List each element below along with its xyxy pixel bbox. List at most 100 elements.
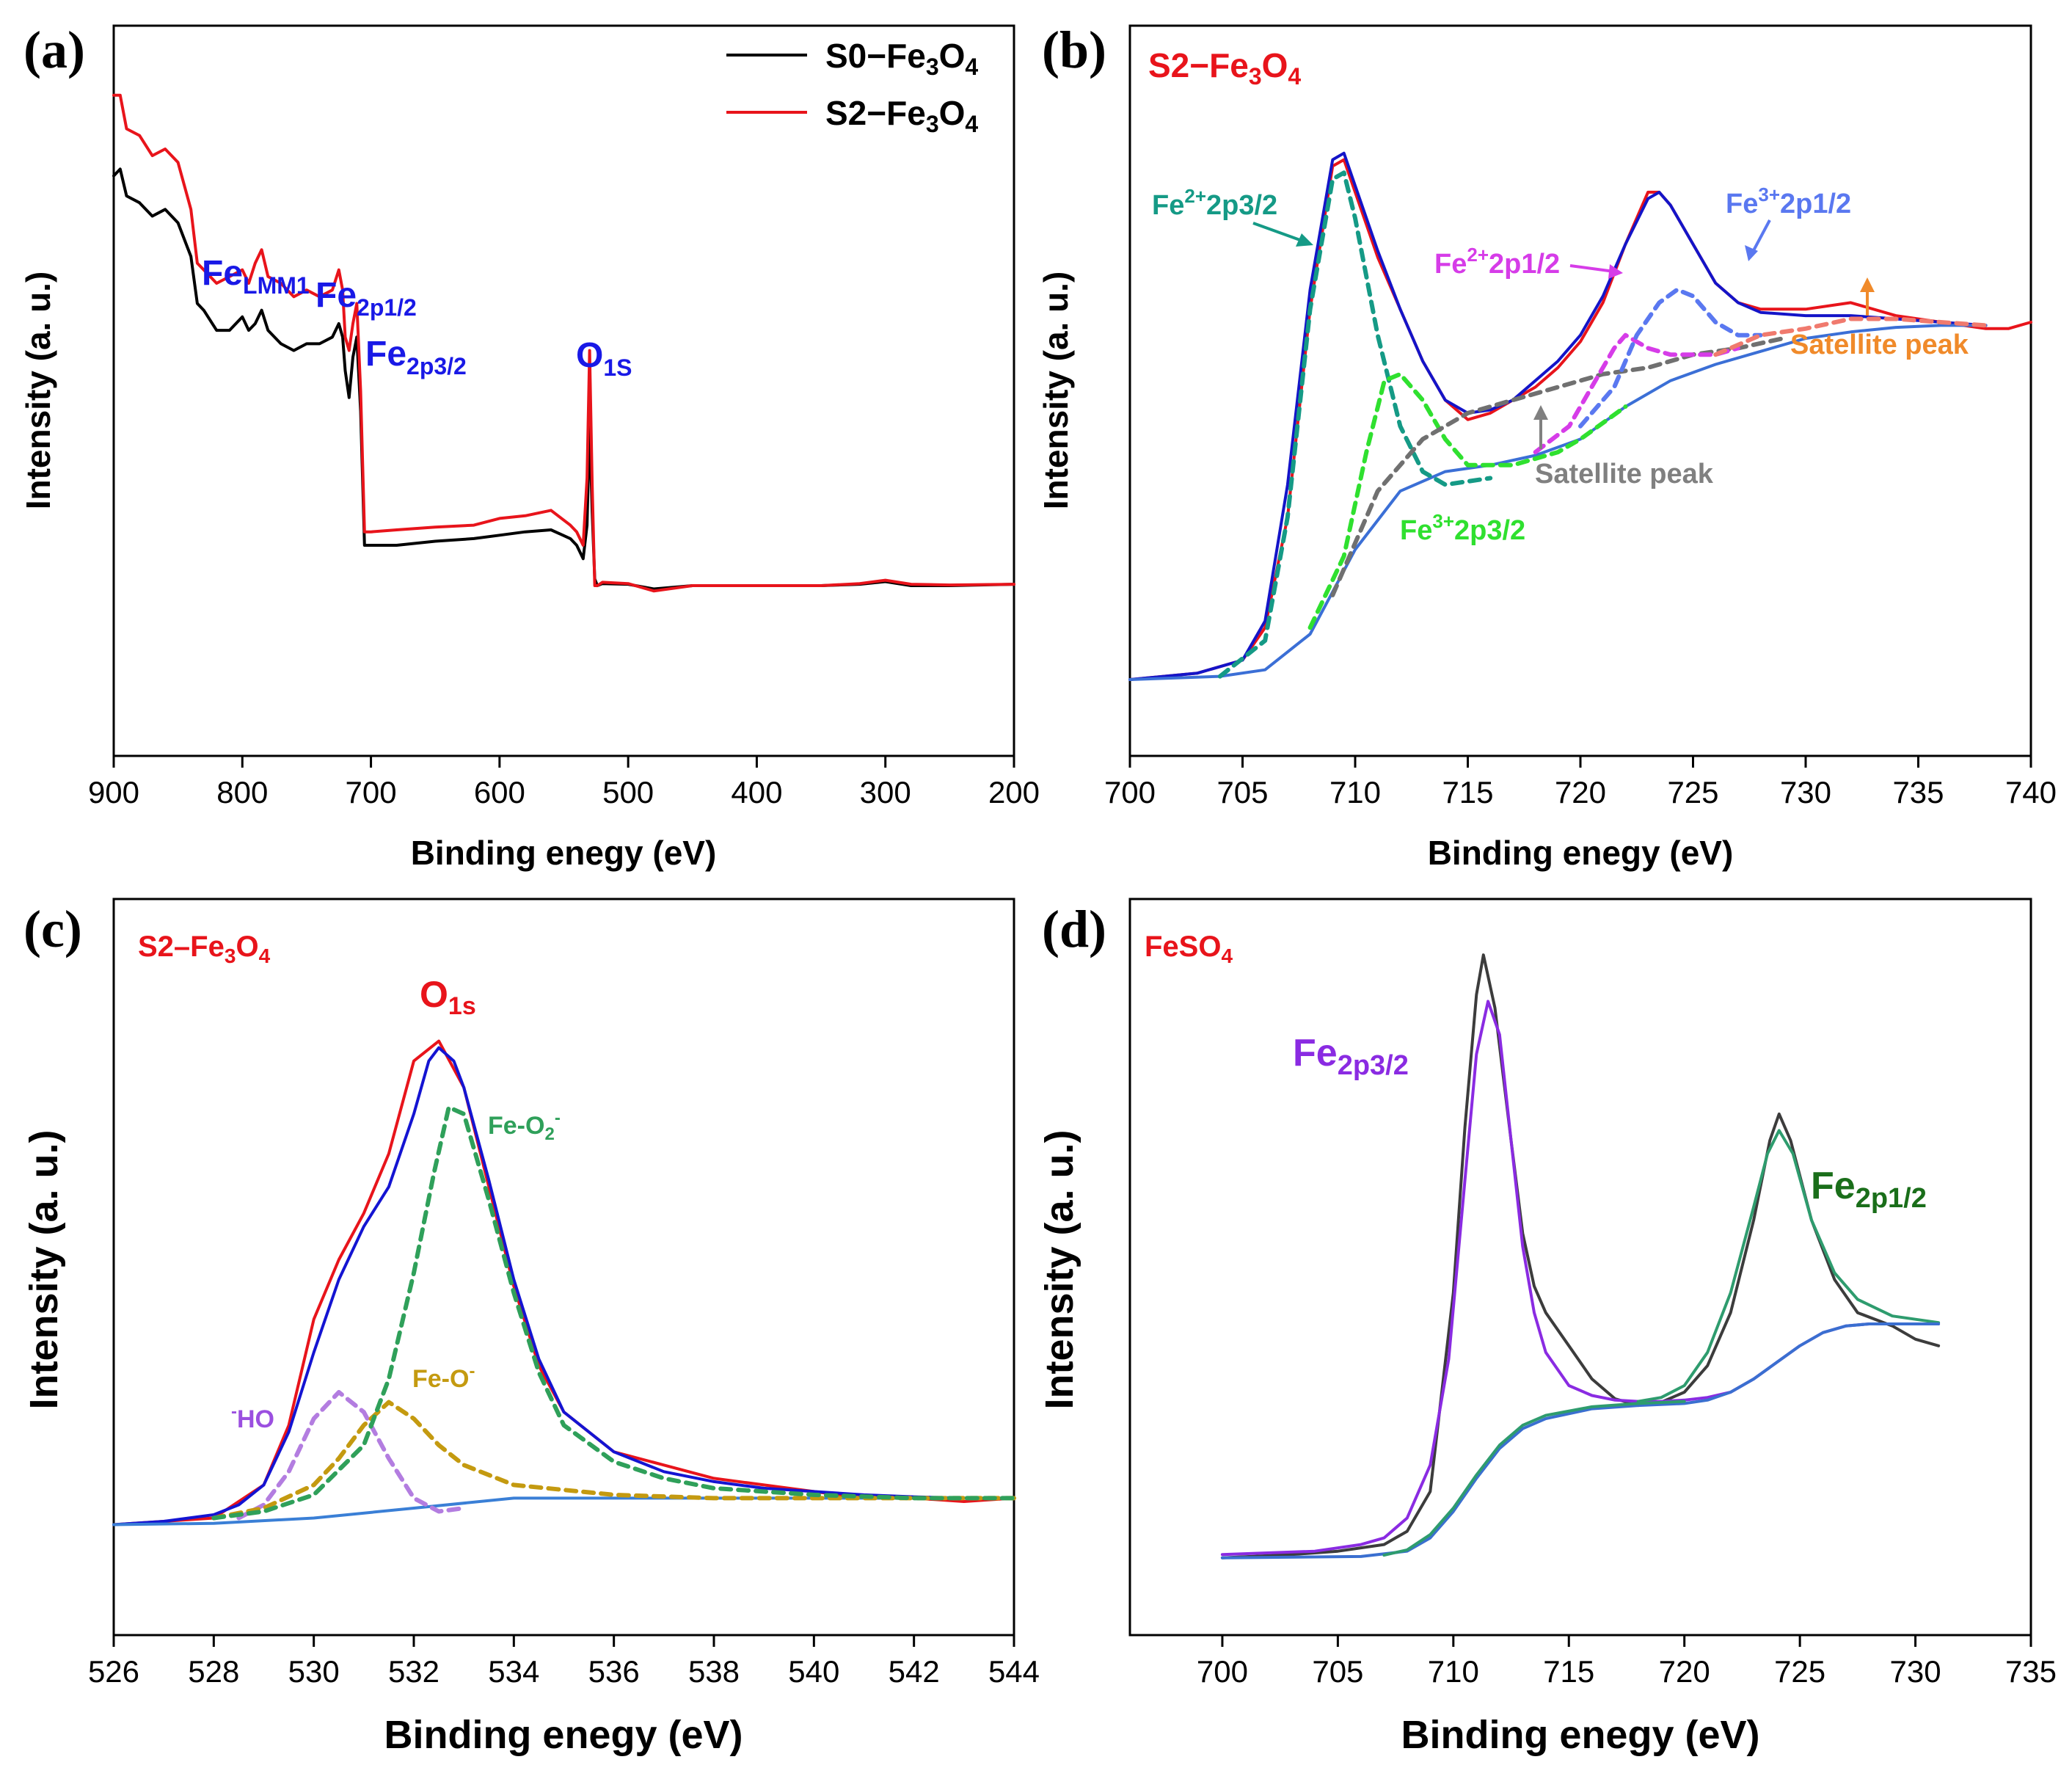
x-axis-label-d: Binding enegy (eV) <box>1401 1713 1759 1757</box>
x-tick-label: 735 <box>2005 1654 2057 1689</box>
annot-satellite-orange: Satellite peak <box>1790 330 1969 360</box>
x-tick-label: 600 <box>474 775 525 809</box>
x-ticks-a: 900 800 700 600 500 400 300 200 <box>88 756 1040 809</box>
x-tick-label: 200 <box>988 775 1040 809</box>
x-tick-label: 710 <box>1329 775 1381 809</box>
x-tick-label: 526 <box>88 1654 139 1689</box>
annot-satellite-gray: Satellite peak <box>1535 459 1714 490</box>
panel-label-a: (a) <box>23 21 85 79</box>
annot-o-1s: O1S <box>576 336 632 381</box>
series-line-raw-data <box>1128 158 2032 681</box>
arrow-fe3-2p12 <box>1751 219 1771 254</box>
series-line-fe3-2p1-2 <box>1578 287 1763 429</box>
annot-fe3-2p32: Fe3+2p3/2 <box>1400 510 1525 546</box>
x-tick-label: 540 <box>788 1654 839 1689</box>
y-axis-label-c: Intensity (a. u.) <box>22 1129 66 1409</box>
panel-c: (c) 526 528 530 532 534 536 538 540 542 544 Bindi… <box>22 898 1040 1757</box>
series-line-fe-2p3-2-fit <box>1220 1000 1941 1557</box>
annot-fe-2p12: Fe2p1/2 <box>315 276 417 321</box>
x-axis-label-b: Binding enegy (eV) <box>1428 834 1734 872</box>
annot-fe-2p32: Fe2p3/2 <box>365 335 467 379</box>
x-tick-label: 735 <box>1892 775 1944 809</box>
x-tick-label: 720 <box>1659 1654 1710 1689</box>
series-line-ho- <box>236 1390 467 1521</box>
annot-fe3-2p12: Fe3+2p1/2 <box>1726 183 1851 219</box>
panel-b: (b) 700 705 710 715 720 725 730 735 740 Binding … <box>1037 21 2057 872</box>
x-ticks-d: 700 705 710 715 720 725 730 735 <box>1197 1635 2057 1689</box>
series-line-fe2-2p3-2 <box>1217 170 1493 679</box>
plot-frame-a <box>112 24 1015 757</box>
annot-fe-o2: Fe-O2- <box>488 1108 561 1144</box>
arrow-fe2-2p32 <box>1252 222 1307 244</box>
series-line-s2-fe3o4 <box>112 93 1015 593</box>
series-line-envelope-fit <box>1128 151 1988 681</box>
x-axis-label-c: Binding enegy (eV) <box>384 1713 743 1757</box>
arrowhead-satellite-gray <box>1533 405 1548 420</box>
plot-frame-b <box>1128 24 2032 757</box>
x-tick-label: 544 <box>988 1654 1040 1689</box>
series-line-fe2-2p1-2 <box>1533 332 1740 455</box>
arrowhead-fe2-2p12 <box>1608 264 1623 279</box>
x-tick-label: 500 <box>602 775 654 809</box>
x-tick-label: 528 <box>188 1654 239 1689</box>
series-line-fe-o- <box>211 1400 1016 1521</box>
plot-frame-c <box>112 898 1015 1637</box>
panel-title-c: S2–Fe3O4 <box>138 931 271 967</box>
x-tick-label: 900 <box>88 775 139 809</box>
x-axis-label-a: Binding enegy (eV) <box>411 834 717 872</box>
x-tick-label: 300 <box>860 775 911 809</box>
x-tick-label: 715 <box>1543 1654 1594 1689</box>
x-tick-label: 705 <box>1312 1654 1363 1689</box>
series-line-fe3-2p3-2 <box>1307 371 1628 630</box>
x-tick-label: 725 <box>1774 1654 1825 1689</box>
arrowhead-fe3-2p12 <box>1745 245 1758 261</box>
annot-o1s: O1s <box>420 974 476 1020</box>
series-b <box>1128 151 2032 681</box>
x-tick-label: 705 <box>1216 775 1268 809</box>
x-ticks-b: 700 705 710 715 720 725 730 735 740 <box>1104 756 2057 809</box>
annot-fe-2p12-d: Fe2p1/2 <box>1811 1165 1927 1214</box>
panel-label-b: (b) <box>1042 21 1106 79</box>
annot-fe2-2p12: Fe2+2p1/2 <box>1434 244 1560 280</box>
series-line-background-2p1-2- <box>1382 1400 1686 1557</box>
arrow-fe2-2p12 <box>1569 264 1615 273</box>
x-tick-label: 536 <box>588 1654 640 1689</box>
plot-frame-d <box>1128 898 2032 1637</box>
panel-title-d: FeSO4 <box>1145 931 1233 967</box>
x-tick-label: 715 <box>1442 775 1493 809</box>
x-tick-label: 725 <box>1667 775 1718 809</box>
annot-ho: -HO <box>231 1402 274 1433</box>
x-tick-label: 530 <box>288 1654 340 1689</box>
x-ticks-c: 526 528 530 532 534 536 538 540 542 544 <box>88 1635 1040 1689</box>
legend-label-s0: S0−Fe3O4 <box>825 37 978 80</box>
x-tick-label: 538 <box>688 1654 740 1689</box>
x-tick-label: 700 <box>1104 775 1156 809</box>
series-line-envelope-fit <box>112 1046 1015 1526</box>
series-line-fe-2p1-2-fit <box>1636 1129 1941 1403</box>
series-a <box>112 93 1015 593</box>
annot-fe-o: Fe-O- <box>412 1361 475 1393</box>
x-tick-label: 542 <box>889 1654 940 1689</box>
panel-label-c: (c) <box>23 900 82 958</box>
y-axis-label-a: Intensity (a. u.) <box>19 272 57 510</box>
legend-label-s2: S2−Fe3O4 <box>825 94 978 137</box>
x-tick-label: 720 <box>1555 775 1606 809</box>
x-tick-label: 534 <box>488 1654 539 1689</box>
x-tick-label: 700 <box>346 775 397 809</box>
panel-d: (d) 700 705 710 715 720 725 730 735 Binding ene… <box>1037 898 2057 1757</box>
x-tick-label: 700 <box>1197 1654 1248 1689</box>
x-tick-label: 740 <box>2005 775 2057 809</box>
series-line-s0-fe3o4 <box>112 167 1015 591</box>
series-c <box>112 1039 1016 1526</box>
panel-a: (a) 900 800 700 600 500 400 300 200 Binding ene… <box>19 21 1040 872</box>
annot-fe-lmm1: FeLMM1 <box>202 254 310 299</box>
series-line-fe-o2- <box>211 1104 1016 1521</box>
x-tick-label: 532 <box>388 1654 439 1689</box>
series-d <box>1220 953 1941 1560</box>
x-tick-label: 400 <box>731 775 782 809</box>
x-tick-label: 730 <box>1890 1654 1941 1689</box>
series-line-satellite-peak-fe3- <box>1713 316 1988 357</box>
arrowhead-fe2-2p32 <box>1296 233 1313 247</box>
y-axis-label-d: Intensity (a. u.) <box>1037 1129 1081 1409</box>
